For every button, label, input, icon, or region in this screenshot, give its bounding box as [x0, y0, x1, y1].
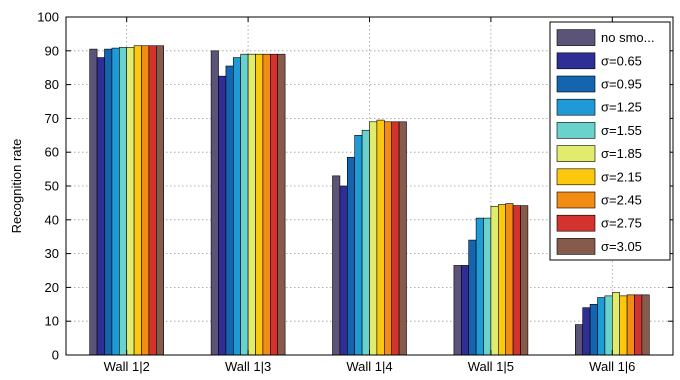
legend-label: σ=0.95 [601, 77, 642, 92]
x-tick-label: Wall 1|4 [346, 359, 392, 374]
bar-1 [210, 50, 219, 356]
bar-2 [96, 57, 105, 356]
bar-7 [497, 204, 506, 356]
bar-1 [332, 175, 341, 356]
bar-9 [634, 294, 643, 356]
x-tick-label: Wall 1|3 [225, 359, 271, 374]
legend-swatch [556, 238, 596, 255]
legend-label: σ=3.05 [601, 239, 642, 254]
bar-4 [354, 135, 363, 356]
bar-5 [240, 53, 249, 356]
bar-4 [111, 47, 120, 356]
bar-5 [119, 47, 128, 356]
bar-1 [453, 265, 462, 356]
y-tick-label: 100 [37, 10, 59, 25]
bar-4 [597, 297, 606, 356]
bar-10 [398, 121, 407, 356]
y-tick-label: 30 [45, 246, 59, 261]
legend-swatch [556, 122, 596, 139]
bar-9 [391, 121, 400, 356]
legend-label: σ=2.45 [601, 193, 642, 208]
bar-8 [626, 294, 635, 356]
legend-swatch [556, 52, 596, 70]
bar-2 [582, 307, 591, 356]
legend-label: σ=0.65 [601, 53, 642, 68]
bar-7 [376, 119, 385, 356]
y-tick-label: 80 [45, 77, 59, 92]
legend: no smo... σ=0.65 σ=0.95 σ=1.25 σ=1.55 σ=1.85 σ… [549, 21, 671, 261]
bar-7 [255, 53, 264, 356]
bar-5 [483, 217, 492, 356]
bar-9 [269, 53, 278, 356]
bar-8 [262, 53, 271, 356]
bar-9 [512, 205, 521, 356]
y-axis-label: Recognition rate [9, 139, 24, 234]
bar-6 [490, 205, 499, 356]
y-tick-label: 20 [45, 280, 59, 295]
bar-6 [126, 47, 135, 356]
legend-label: σ=2.75 [601, 216, 642, 231]
axis-ticks: 0 10 20 30 40 50 60 70 80 90 100 Wall 1|2 Wall 1|3 Wa… [37, 10, 673, 374]
bar-1 [89, 48, 98, 356]
legend-label: no smo... [601, 30, 654, 45]
bar-7 [133, 45, 142, 356]
legend-swatch [556, 145, 596, 162]
bar-10 [641, 294, 650, 356]
bar-8 [383, 121, 392, 356]
bar-6 [611, 292, 620, 356]
bar-5 [361, 129, 370, 356]
y-tick-label: 10 [45, 314, 59, 329]
y-tick-label: 70 [45, 111, 59, 126]
bar-9 [148, 45, 157, 356]
x-tick-label: Wall 1|6 [589, 359, 635, 374]
bar-2 [339, 185, 348, 356]
y-tick-label: 50 [45, 179, 59, 194]
legend-swatch [556, 98, 596, 116]
legend-swatch [556, 29, 596, 46]
legend-swatch [556, 168, 596, 186]
bar-4 [233, 57, 242, 356]
x-tick-label: Wall 1|2 [104, 359, 150, 374]
bar-2 [460, 265, 469, 356]
bar-5 [604, 295, 613, 356]
y-tick-label: 60 [45, 145, 59, 160]
bar-3 [346, 156, 355, 356]
legend-label: σ=1.85 [601, 146, 642, 161]
bar-8 [505, 203, 514, 356]
bar-6 [247, 53, 256, 356]
bar-3 [104, 48, 113, 356]
bar-8 [141, 45, 150, 356]
legend-label: σ=1.55 [601, 123, 642, 138]
legend-swatch [556, 75, 596, 93]
bar-2 [218, 75, 227, 356]
bar-10 [277, 53, 286, 356]
bar-1 [574, 324, 583, 356]
legend-label: σ=2.15 [601, 169, 642, 184]
x-tick-label: Wall 1|5 [468, 359, 514, 374]
y-tick-label: 90 [45, 43, 59, 58]
legend-swatch [556, 191, 596, 209]
bar-3 [589, 303, 598, 356]
bar-3 [225, 65, 234, 356]
grid-lines [66, 17, 673, 355]
y-tick-label: 0 [52, 348, 59, 363]
bar-3 [468, 239, 477, 356]
y-tick-label: 40 [45, 212, 59, 227]
bar-4 [475, 217, 484, 356]
bar-6 [369, 121, 378, 356]
bar-10 [520, 205, 529, 356]
legend-label: σ=1.25 [601, 100, 642, 115]
bar-7 [619, 295, 628, 356]
bar-10 [156, 45, 165, 356]
legend-swatch [556, 214, 596, 232]
